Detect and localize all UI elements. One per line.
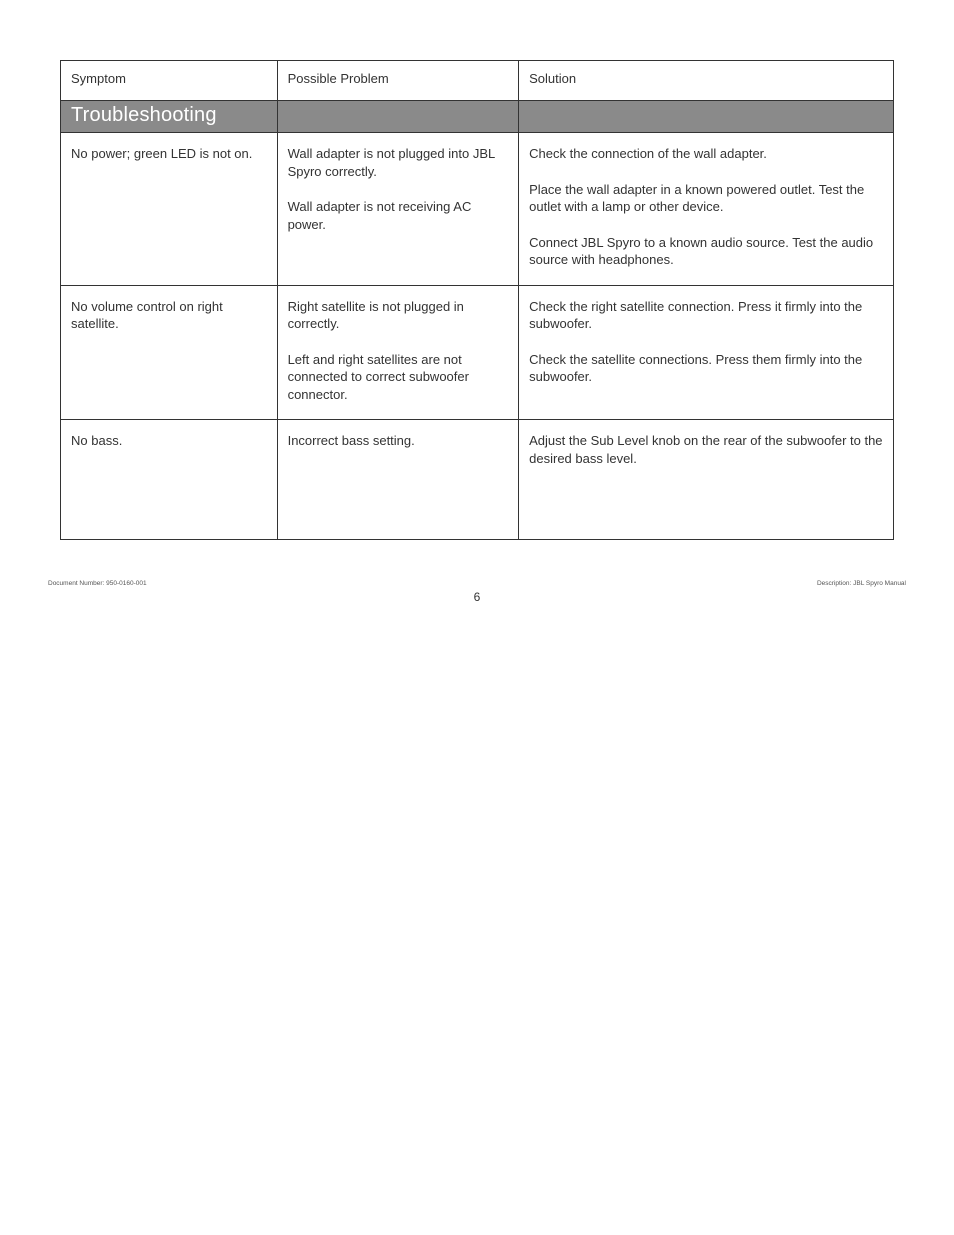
footer: Document Number: 950-0160-001 Descriptio… <box>0 580 954 587</box>
cell-symptom: No bass. <box>61 420 278 540</box>
cell-symptom: No power; green LED is not on. <box>61 133 278 286</box>
problem-text: Wall adapter is not plugged into JBL Spy… <box>288 145 509 180</box>
problem-text: Wall adapter is not receiving AC power. <box>288 198 509 233</box>
footer-right: Description: JBL Spyro Manual <box>817 580 906 587</box>
solution-text: Check the satellite connections. Press t… <box>529 351 883 386</box>
cell-solution: Check the connection of the wall adapter… <box>519 133 894 286</box>
section-empty <box>277 101 519 133</box>
problem-text: Incorrect bass setting. <box>288 432 509 450</box>
footer-right-label: Description: <box>817 580 851 587</box>
troubleshooting-table: Symptom Possible Problem Solution Troubl… <box>60 60 894 540</box>
problem-text: Left and right satellites are not connec… <box>288 351 509 404</box>
page-number: 6 <box>60 590 894 604</box>
cell-symptom: No volume control on right satellite. <box>61 285 278 420</box>
solution-text: Adjust the Sub Level knob on the rear of… <box>529 432 883 467</box>
header-symptom: Symptom <box>61 61 278 101</box>
cell-solution: Check the right satellite connection. Pr… <box>519 285 894 420</box>
solution-text: Connect JBL Spyro to a known audio sourc… <box>529 234 883 269</box>
cell-problem: Wall adapter is not plugged into JBL Spy… <box>277 133 519 286</box>
section-row: Troubleshooting <box>61 101 894 133</box>
table-header-row: Symptom Possible Problem Solution <box>61 61 894 101</box>
footer-left: Document Number: 950-0160-001 <box>48 580 147 587</box>
section-empty <box>519 101 894 133</box>
footer-left-value: 950-0160-001 <box>106 580 146 587</box>
symptom-text: No power; green LED is not on. <box>71 145 267 163</box>
header-problem: Possible Problem <box>277 61 519 101</box>
cell-problem: Right satellite is not plugged in correc… <box>277 285 519 420</box>
table-row: No volume control on right satellite. Ri… <box>61 285 894 420</box>
section-title: Troubleshooting <box>61 101 278 133</box>
cell-problem: Incorrect bass setting. <box>277 420 519 540</box>
header-solution: Solution <box>519 61 894 101</box>
problem-text: Right satellite is not plugged in correc… <box>288 298 509 333</box>
cell-solution: Adjust the Sub Level knob on the rear of… <box>519 420 894 540</box>
solution-text: Check the connection of the wall adapter… <box>529 145 883 163</box>
solution-text: Place the wall adapter in a known powere… <box>529 181 883 216</box>
footer-right-value: JBL Spyro Manual <box>853 580 906 587</box>
footer-left-label: Document Number: <box>48 580 104 587</box>
symptom-text: No volume control on right satellite. <box>71 298 267 333</box>
symptom-text: No bass. <box>71 432 267 450</box>
table-row: No power; green LED is not on. Wall adap… <box>61 133 894 286</box>
solution-text: Check the right satellite connection. Pr… <box>529 298 883 333</box>
table-row: No bass. Incorrect bass setting. Adjust … <box>61 420 894 540</box>
